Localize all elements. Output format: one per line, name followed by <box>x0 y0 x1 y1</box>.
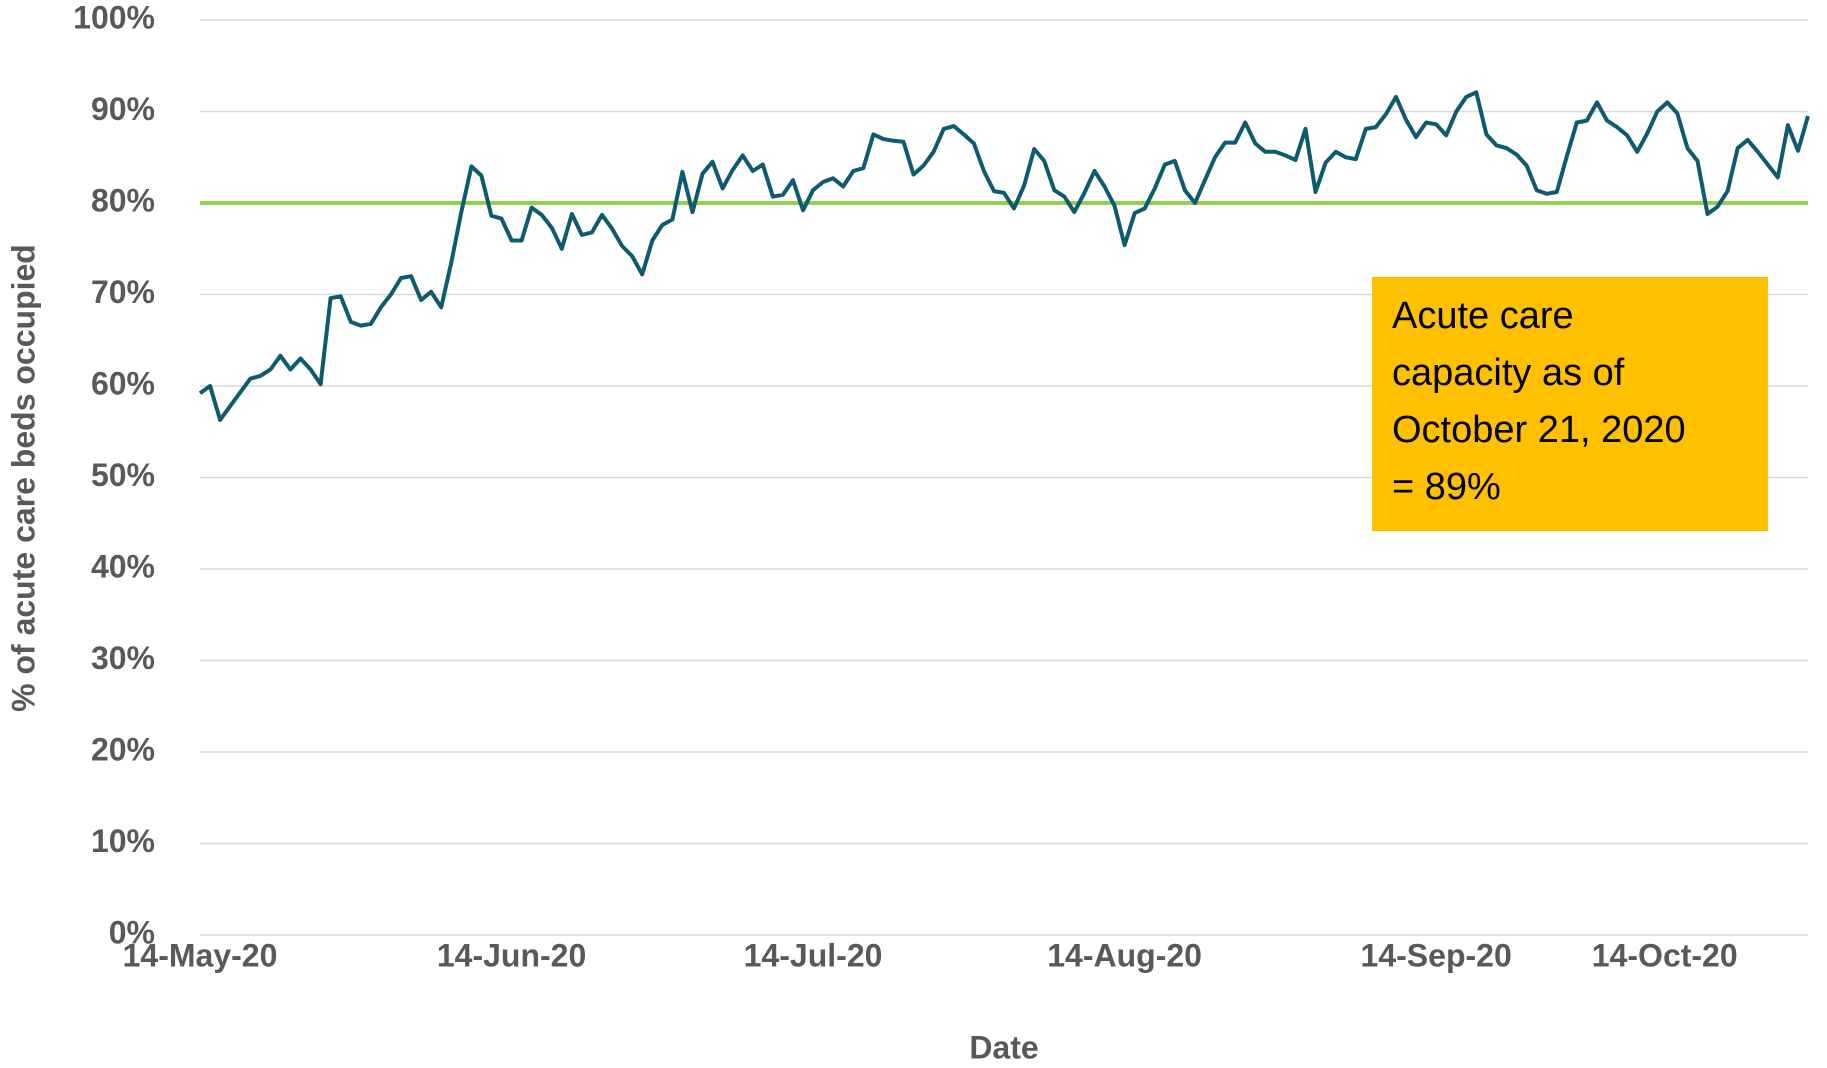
y-tick-label: 100% <box>73 0 155 35</box>
data-line <box>198 90 1810 422</box>
y-tick-label: 30% <box>91 640 155 676</box>
y-tick-label: 20% <box>91 731 155 767</box>
y-tick-label: 80% <box>91 182 155 218</box>
x-tick-label: 14-May-20 <box>123 937 278 973</box>
x-axis-label: Date <box>969 1029 1038 1065</box>
annotation-text: = 89% <box>1392 466 1501 508</box>
y-tick-label: 0% <box>109 914 155 950</box>
y-tick-label: 90% <box>91 91 155 127</box>
y-tick-label: 10% <box>91 823 155 859</box>
x-tick-label: 14-Oct-20 <box>1592 937 1738 973</box>
y-tick-label: 60% <box>91 365 155 401</box>
x-tick-label: 14-Sep-20 <box>1361 937 1512 973</box>
y-tick-label: 50% <box>91 457 155 493</box>
annotation-box <box>1372 277 1768 531</box>
annotation-text: Acute care <box>1392 295 1574 337</box>
x-tick-label: 14-Jun-20 <box>437 937 586 973</box>
x-tick-label: 14-Jul-20 <box>744 937 883 973</box>
y-tick-label: 40% <box>91 548 155 584</box>
x-tick-label: 14-Aug-20 <box>1047 937 1202 973</box>
y-axis-label: % of acute care beds occupied <box>5 244 41 712</box>
y-tick-label: 70% <box>91 274 155 310</box>
annotation-text: October 21, 2020 <box>1392 409 1686 451</box>
annotation-text: capacity as of <box>1392 352 1625 394</box>
